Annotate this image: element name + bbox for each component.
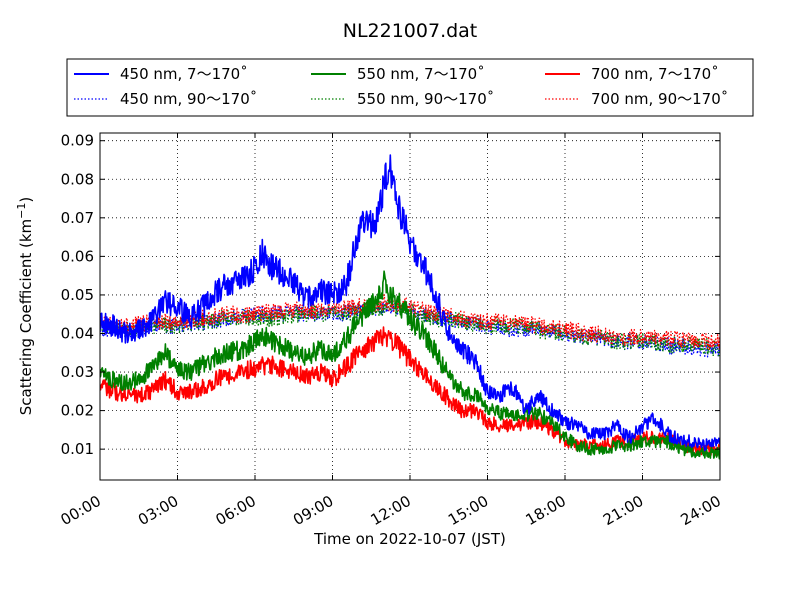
y-tick-label: 0.08 bbox=[61, 170, 94, 188]
y-tick-label: 0.05 bbox=[61, 286, 94, 304]
legend-label-2: 550 nm, 7～170˚ bbox=[357, 65, 485, 83]
y-tick-label: 0.06 bbox=[61, 247, 94, 265]
y-axis-label: Scattering Coefficient (km−1) bbox=[15, 197, 35, 416]
legend-label-0: 450 nm, 7～170˚ bbox=[120, 65, 248, 83]
legend-label-3: 550 nm, 90～170˚ bbox=[357, 90, 494, 108]
y-tick-labels: 0.01 0.02 0.03 0.04 0.05 0.06 0.07 0.08 0.09 bbox=[61, 132, 94, 458]
series-line-0 bbox=[100, 154, 720, 452]
y-tick-label: 0.02 bbox=[61, 402, 94, 420]
chart-title: NL221007.dat bbox=[343, 20, 478, 42]
grid bbox=[100, 133, 720, 480]
y-tick-label: 0.04 bbox=[61, 324, 94, 342]
y-tick-label: 0.07 bbox=[61, 209, 94, 227]
ticks bbox=[99, 133, 721, 480]
series-line-5 bbox=[100, 294, 720, 351]
x-axis-label: Time on 2022-10-07 (JST) bbox=[313, 530, 506, 548]
y-axis-label-main: Scattering Coefficient (km bbox=[17, 219, 35, 415]
legend-label-1: 450 nm, 90～170˚ bbox=[120, 90, 257, 108]
y-tick-label: 0.01 bbox=[61, 440, 94, 458]
legend-label-4: 700 nm, 7～170˚ bbox=[591, 65, 719, 83]
legend-box bbox=[66, 58, 754, 117]
y-tick-label: 0.03 bbox=[61, 363, 94, 381]
legend: 450 nm, 7～170˚ 450 nm, 90～170˚ 550 nm, 7～1… bbox=[66, 58, 754, 117]
y-axis-label-close: ) bbox=[17, 197, 35, 203]
legend-label-5: 700 nm, 90～170˚ bbox=[591, 90, 728, 108]
series-layer bbox=[100, 154, 720, 460]
y-tick-label: 0.09 bbox=[61, 132, 94, 150]
series-line-4 bbox=[100, 326, 720, 456]
y-axis-label-exponent: −1 bbox=[15, 203, 28, 219]
series-line-2 bbox=[100, 270, 720, 460]
